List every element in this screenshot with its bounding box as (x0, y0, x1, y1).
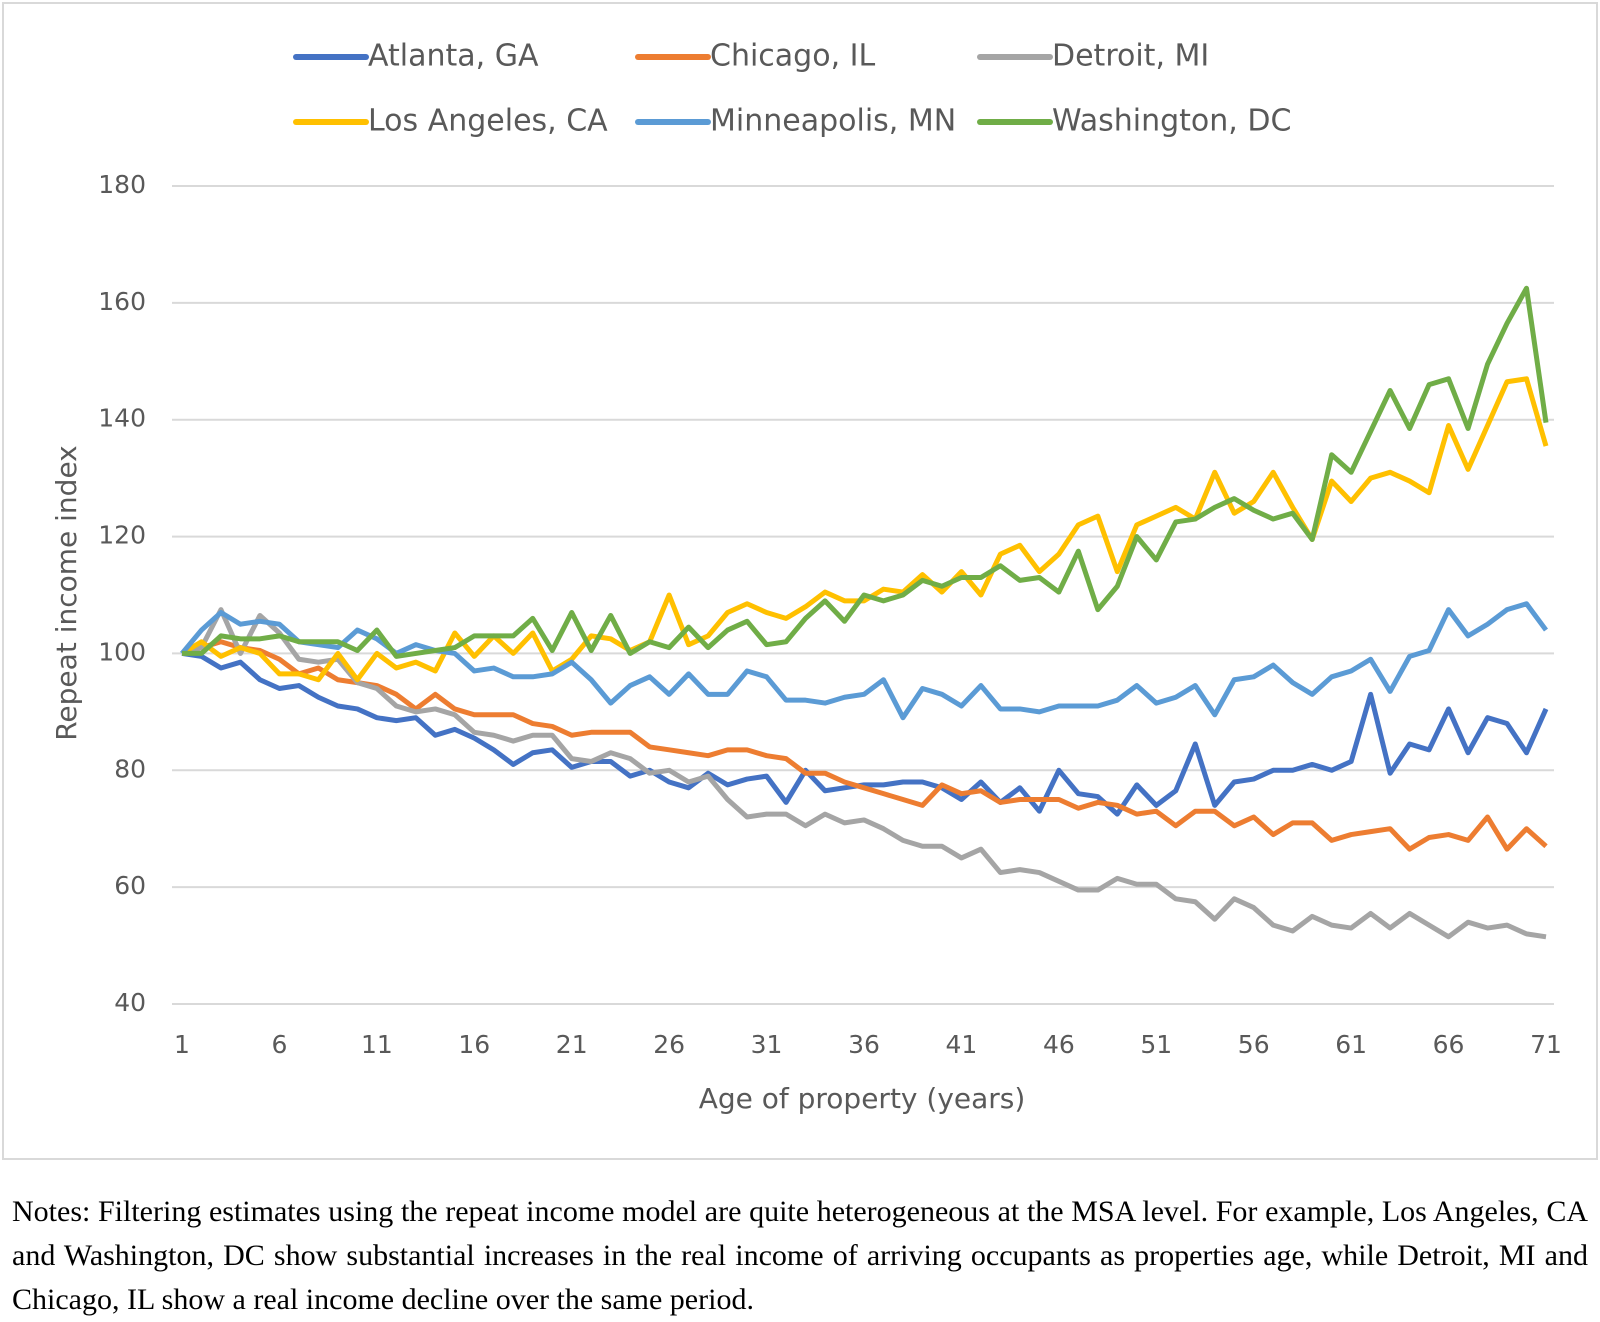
x-tick-label: 46 (1043, 1030, 1075, 1059)
y-axis-label: Repeat income index (50, 445, 83, 741)
x-tick-label: 1 (174, 1030, 190, 1059)
y-tick-label: 140 (98, 404, 146, 433)
notes: Notes: Filtering estimates using the rep… (12, 1195, 1588, 1316)
y-tick-label: 80 (114, 754, 146, 783)
x-tick-label: 41 (946, 1030, 978, 1059)
chart: Age of property (years) Repeat income in… (2, 2, 1598, 1160)
series-line (180, 601, 1549, 721)
series-line (181, 639, 1548, 852)
legend-label: Washington, DC (1052, 104, 1291, 139)
y-tick-label: 160 (98, 287, 146, 316)
legend-label: Detroit, MI (1052, 39, 1209, 74)
x-tick-label: 36 (848, 1030, 880, 1059)
series-line (182, 285, 1549, 659)
series-line (181, 650, 1549, 817)
y-tick-label: 120 (98, 521, 146, 550)
chart-border (2, 2, 1598, 1160)
legend-label: Los Angeles, CA (368, 104, 608, 139)
x-tick-label: 56 (1238, 1030, 1270, 1059)
x-tick-label: 61 (1335, 1030, 1367, 1059)
y-tick-label: 180 (98, 170, 146, 199)
x-tick-label: 26 (653, 1030, 685, 1059)
legend-label: Atlanta, GA (368, 39, 539, 74)
x-tick-label: 51 (1140, 1030, 1172, 1059)
x-tick-label: 11 (361, 1030, 393, 1059)
x-tick-label: 66 (1433, 1030, 1465, 1059)
series-line (181, 607, 1547, 940)
legend-label: Chicago, IL (710, 39, 875, 74)
y-tick-label: 60 (114, 871, 146, 900)
x-tick-label: 21 (556, 1030, 588, 1059)
y-tick-label: 100 (98, 637, 146, 666)
x-tick-label: 16 (458, 1030, 490, 1059)
legend-label: Minneapolis, MN (710, 104, 956, 139)
y-tick-label: 40 (114, 988, 146, 1017)
x-tick-label: 6 (271, 1030, 287, 1059)
x-tick-label: 71 (1530, 1030, 1562, 1059)
x-axis-label: Age of property (years) (699, 1082, 1026, 1115)
x-tick-label: 31 (751, 1030, 783, 1059)
